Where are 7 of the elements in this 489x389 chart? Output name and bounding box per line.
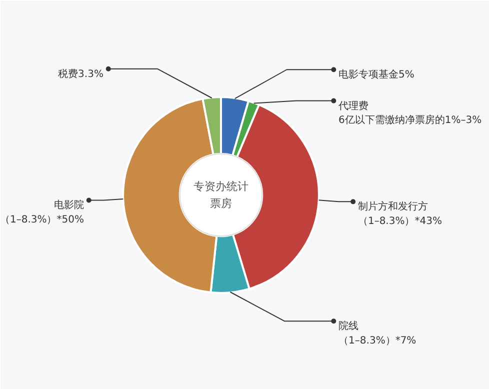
slice-label: 税费3.3% (58, 68, 104, 80)
slice-label: 院线（1–8.3%）*7% (338, 320, 416, 346)
slice-label: 电影专项基金5% (338, 68, 414, 81)
slice-label: 电影院（1–8.3%）*50% (0, 199, 84, 226)
text: 专资办统计票房 (194, 180, 248, 210)
slice-label: 代理费6亿以下需缴纳净票房的1%–3% (338, 100, 482, 126)
slice-label: 制片方和发行方（1–8.3%）*43% (358, 200, 442, 227)
